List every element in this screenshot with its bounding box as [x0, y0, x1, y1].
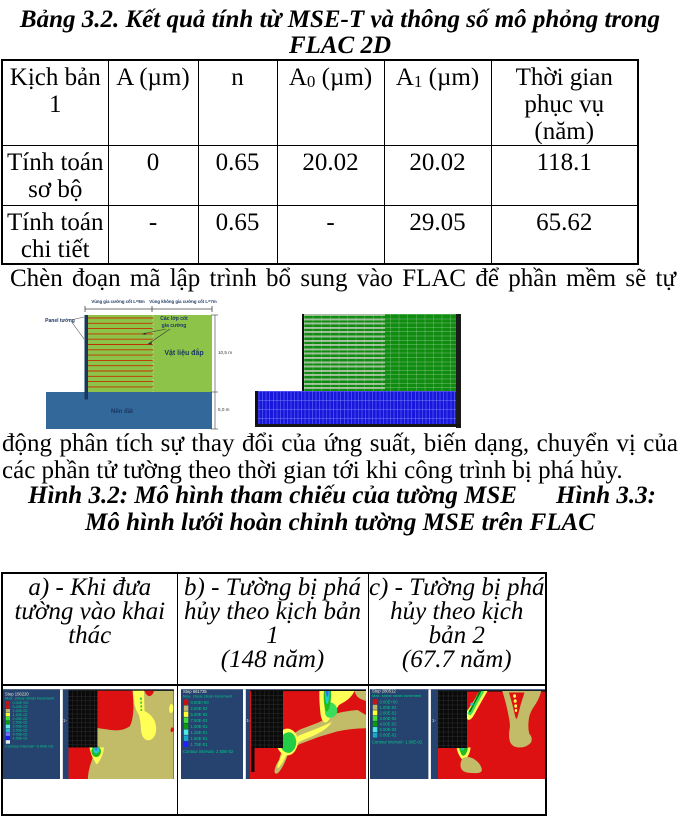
svg-text:Max. shear strain increment: Max. shear strain increment: [372, 693, 422, 698]
svg-text:10,5 m: 10,5 m: [218, 350, 232, 355]
svg-text:1.00E-01: 1.00E-01: [191, 724, 209, 729]
svg-text:Vùng không gia cường cốt L=7m: Vùng không gia cường cốt L=7m: [149, 299, 217, 304]
svg-text:Vật liệu đắp: Vật liệu đắp: [164, 348, 203, 357]
svg-text:3.00E-02: 3.00E-02: [13, 725, 28, 729]
svg-text:5.00E-02: 5.00E-02: [191, 712, 209, 717]
svg-text:2.00E-02: 2.00E-02: [13, 717, 28, 721]
svg-text:Vùng gia cường cốt L=8m: Vùng gia cường cốt L=8m: [91, 299, 144, 304]
svg-text:3.50E-02: 3.50E-02: [13, 729, 28, 733]
svg-text:Step 661735: Step 661735: [183, 689, 207, 694]
svg-text:4.50E-02: 4.50E-02: [13, 736, 28, 740]
svg-text:1.25E-01: 1.25E-01: [191, 730, 209, 735]
svg-text:1.75E-01: 1.75E-01: [191, 742, 209, 747]
svg-text:1-: 1-: [432, 718, 437, 723]
svg-text:0.00E+00: 0.00E+00: [13, 701, 29, 705]
svg-text:1-: 1-: [247, 718, 252, 723]
svg-text:Nền đất: Nền đất: [111, 408, 133, 415]
svg-text:gia cường: gia cường: [162, 323, 187, 329]
svg-text:1.50E-02: 1.50E-02: [13, 713, 28, 717]
svg-text:Max. shear strain increment: Max. shear strain increment: [183, 694, 233, 699]
svg-text:5.00E-02: 5.00E-02: [380, 727, 398, 732]
svg-text:Contour interval= 1.00E-02: Contour interval= 1.00E-02: [372, 740, 423, 745]
svg-text:0.00E+00: 0.00E+00: [191, 700, 210, 705]
svg-text:7.50E-02: 7.50E-02: [191, 718, 209, 723]
svg-text:1-: 1-: [63, 718, 68, 723]
svg-text:1.50E-01: 1.50E-01: [191, 736, 209, 741]
svg-text:Contour interval= 5.00E-03: Contour interval= 5.00E-03: [5, 744, 54, 749]
svg-text:1.00E-02: 1.00E-02: [13, 709, 28, 713]
svg-text:6.00E-02: 6.00E-02: [380, 733, 398, 738]
svg-text:1.00E-02: 1.00E-02: [380, 705, 398, 710]
svg-text:Các lớp cốt: Các lớp cốt: [160, 315, 188, 322]
svg-text:3.00E-02: 3.00E-02: [380, 716, 398, 721]
svg-text:5,0 m: 5,0 m: [218, 407, 230, 412]
svg-text:Step 280512: Step 280512: [372, 689, 396, 694]
svg-text:Panel tường: Panel tường: [45, 318, 75, 324]
svg-text:2.00E-02: 2.00E-02: [380, 710, 398, 715]
svg-text:5.00E-03: 5.00E-03: [13, 705, 28, 709]
svg-text:2.50E-02: 2.50E-02: [13, 721, 28, 725]
svg-text:Step 156220: Step 156220: [5, 691, 29, 696]
svg-text:2.50E-02: 2.50E-02: [191, 706, 209, 711]
svg-text:0.00E+00: 0.00E+00: [380, 699, 399, 704]
svg-text:4.00E-02: 4.00E-02: [13, 732, 28, 736]
svg-text:Max. shear strain increment: Max. shear strain increment: [5, 696, 55, 701]
svg-text:Contour interval= 2.50E-02: Contour interval= 2.50E-02: [183, 749, 234, 754]
svg-text:4.00E-02: 4.00E-02: [380, 722, 398, 727]
